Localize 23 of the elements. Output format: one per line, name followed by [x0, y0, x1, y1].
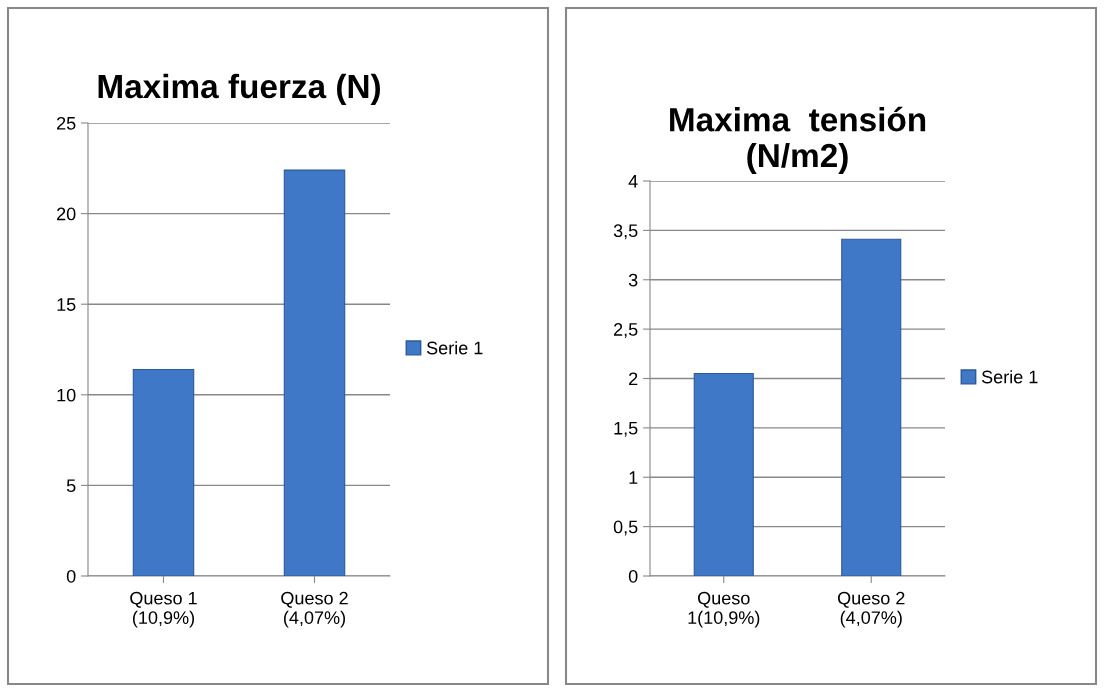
y-tick-label: 2	[629, 372, 638, 386]
y-tick-label: 0	[628, 569, 638, 583]
y-tick-label: 10	[57, 388, 76, 402]
y-tick-label: 1,5	[614, 422, 638, 437]
legend-label: Serie 1	[426, 341, 483, 355]
y-tick-label: 20	[57, 207, 76, 221]
legend-label: Serie 1	[981, 370, 1038, 384]
x-tick-label: Queso 1(10,9%)	[688, 591, 760, 628]
x-tick-label: Queso 1 (10,9%)	[130, 591, 197, 628]
y-tick-label: 2,5	[614, 323, 638, 338]
x-tick-label: Queso 2 (4,07%)	[837, 591, 905, 628]
y-tick-label: 25	[57, 116, 76, 130]
y-tick-label: 3,5	[613, 224, 638, 240]
y-tick-label: 0,5	[613, 520, 638, 536]
y-tick-label: 0	[66, 569, 76, 583]
y-tick-label: 5	[66, 479, 76, 493]
chart-title: Maxima tensión (N/m2)	[670, 106, 926, 175]
y-tick-label: 3	[628, 273, 638, 287]
y-tick-label: 15	[57, 298, 76, 311]
chart-title: Maxima fuerza (N)	[98, 73, 380, 105]
y-tick-label: 4	[628, 175, 638, 188]
x-tick-label: Queso 2 (4,07%)	[281, 591, 348, 628]
y-tick-label: 1	[629, 471, 638, 484]
